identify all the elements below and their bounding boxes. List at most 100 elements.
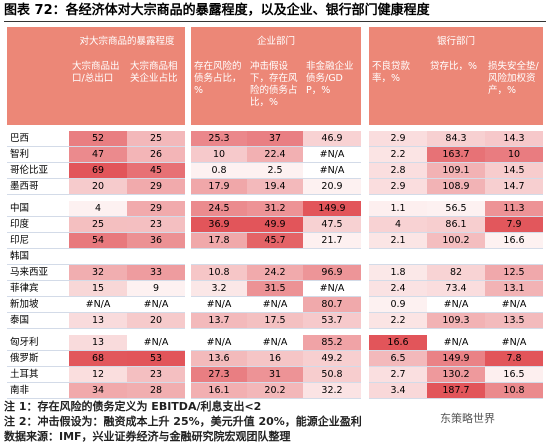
value-cell: 13.1 xyxy=(485,281,543,297)
value-cell: 2.4 xyxy=(369,281,427,297)
value-cell: #N/A xyxy=(485,297,543,313)
value-cell: 100.2 xyxy=(427,233,485,249)
spacer xyxy=(361,351,369,367)
row-label: 俄罗斯 xyxy=(7,351,69,367)
spacer xyxy=(185,217,191,233)
value-cell: #N/A xyxy=(247,297,303,313)
value-cell: 80.7 xyxy=(303,297,361,313)
value-cell: 1.1 xyxy=(369,201,427,217)
value-cell: 20 xyxy=(127,313,185,329)
row-label: 韩国 xyxy=(7,249,69,265)
value-cell: #N/A xyxy=(485,335,543,351)
value-cell: 2.1 xyxy=(369,233,427,249)
spacer xyxy=(361,147,369,163)
value-cell xyxy=(247,249,303,265)
value-cell: 54 xyxy=(69,233,127,249)
spacer xyxy=(361,57,369,125)
value-cell: 10 xyxy=(485,147,543,163)
value-cell: 23 xyxy=(127,217,185,233)
value-cell: 17.5 xyxy=(247,313,303,329)
value-cell: 1.8 xyxy=(369,265,427,281)
value-cell: 29 xyxy=(127,201,185,217)
value-cell: 29 xyxy=(127,179,185,195)
value-cell: 13.7 xyxy=(191,313,247,329)
value-cell: 50.8 xyxy=(303,367,361,383)
value-cell xyxy=(485,249,543,265)
value-cell: 31.2 xyxy=(247,201,303,217)
value-cell: 25.3 xyxy=(191,131,247,147)
spacer xyxy=(361,297,369,313)
value-cell: 109.1 xyxy=(427,163,485,179)
spacer xyxy=(361,265,369,281)
column-header: 冲击假设下，存在风险的债务占比，% xyxy=(247,57,303,125)
source: 数据来源：IMF，兴业证券经济与金融研究院宏观团队整理 xyxy=(4,430,291,443)
spacer xyxy=(185,201,191,217)
value-cell: 86.1 xyxy=(427,217,485,233)
row-label: 哥伦比亚 xyxy=(7,163,69,179)
row-label: 中国 xyxy=(7,201,69,217)
value-cell: 13 xyxy=(69,313,127,329)
value-cell: 56.5 xyxy=(427,201,485,217)
group-header: 对大宗商品的暴露程度 xyxy=(69,27,185,57)
spacer xyxy=(361,163,369,179)
notes: 注 1：存在风险的债务定义为 EBITDA/利息支出<2 注 2：冲击假设为：融… xyxy=(4,399,362,444)
value-cell: 14.3 xyxy=(485,131,543,147)
value-cell: 2.5 xyxy=(247,163,303,179)
value-cell: 16.6 xyxy=(369,335,427,351)
value-cell: 84.3 xyxy=(427,131,485,147)
value-cell: 73.4 xyxy=(427,281,485,297)
value-cell: 36.9 xyxy=(191,217,247,233)
value-cell xyxy=(369,249,427,265)
spacer xyxy=(361,131,369,147)
value-cell: 2.9 xyxy=(369,131,427,147)
value-cell: 37 xyxy=(247,131,303,147)
value-cell: #N/A xyxy=(427,297,485,313)
value-cell: 2.9 xyxy=(369,179,427,195)
value-cell: 2.2 xyxy=(369,147,427,163)
column-header: 非金融企业债务/GDP，% xyxy=(303,57,361,125)
value-cell: 82 xyxy=(427,265,485,281)
value-cell: 20.2 xyxy=(247,383,303,399)
row-label: 墨西哥 xyxy=(7,179,69,195)
row-label: 菲律宾 xyxy=(7,281,69,297)
value-cell: 109.3 xyxy=(427,313,485,329)
value-cell: 4 xyxy=(369,217,427,233)
spacer xyxy=(185,367,191,383)
spacer xyxy=(185,233,191,249)
value-cell: 20.9 xyxy=(303,179,361,195)
title: 图表 72：各经济体对大宗商品的暴露程度，以及企业、银行部门健康程度 xyxy=(4,2,546,22)
value-cell: 24.2 xyxy=(247,265,303,281)
value-cell: 69 xyxy=(69,163,127,179)
spacer xyxy=(361,249,369,265)
value-cell: 16.1 xyxy=(191,383,247,399)
value-cell: 22.4 xyxy=(247,147,303,163)
value-cell: 19.4 xyxy=(247,179,303,195)
spacer xyxy=(361,281,369,297)
spacer xyxy=(185,313,191,329)
table: 对大宗商品的暴露程度 企业部门 银行部门 大宗商品出口/总出口 大宗商品相关企业占比 存在… xyxy=(7,27,543,399)
value-cell: #N/A xyxy=(303,163,361,179)
value-cell: 46.9 xyxy=(303,131,361,147)
value-cell: 3.2 xyxy=(191,281,247,297)
spacer xyxy=(185,131,191,147)
value-cell: 45.7 xyxy=(247,233,303,249)
spacer xyxy=(361,313,369,329)
spacer xyxy=(185,27,191,57)
spacer xyxy=(185,147,191,163)
value-cell: #N/A xyxy=(127,297,185,313)
spacer xyxy=(361,179,369,195)
spacer xyxy=(361,201,369,217)
row-label: 泰国 xyxy=(7,313,69,329)
value-cell: 15 xyxy=(69,281,127,297)
value-cell: 149.9 xyxy=(303,201,361,217)
value-cell: 13.5 xyxy=(485,313,543,329)
value-cell xyxy=(427,249,485,265)
column-header: 大宗商品相关企业占比 xyxy=(127,57,185,125)
row-label: 新加坡 xyxy=(7,297,69,313)
value-cell: 10.8 xyxy=(485,383,543,399)
spacer xyxy=(185,249,191,265)
value-cell: 108.9 xyxy=(427,179,485,195)
value-cell xyxy=(69,249,127,265)
value-cell: 47.5 xyxy=(303,217,361,233)
